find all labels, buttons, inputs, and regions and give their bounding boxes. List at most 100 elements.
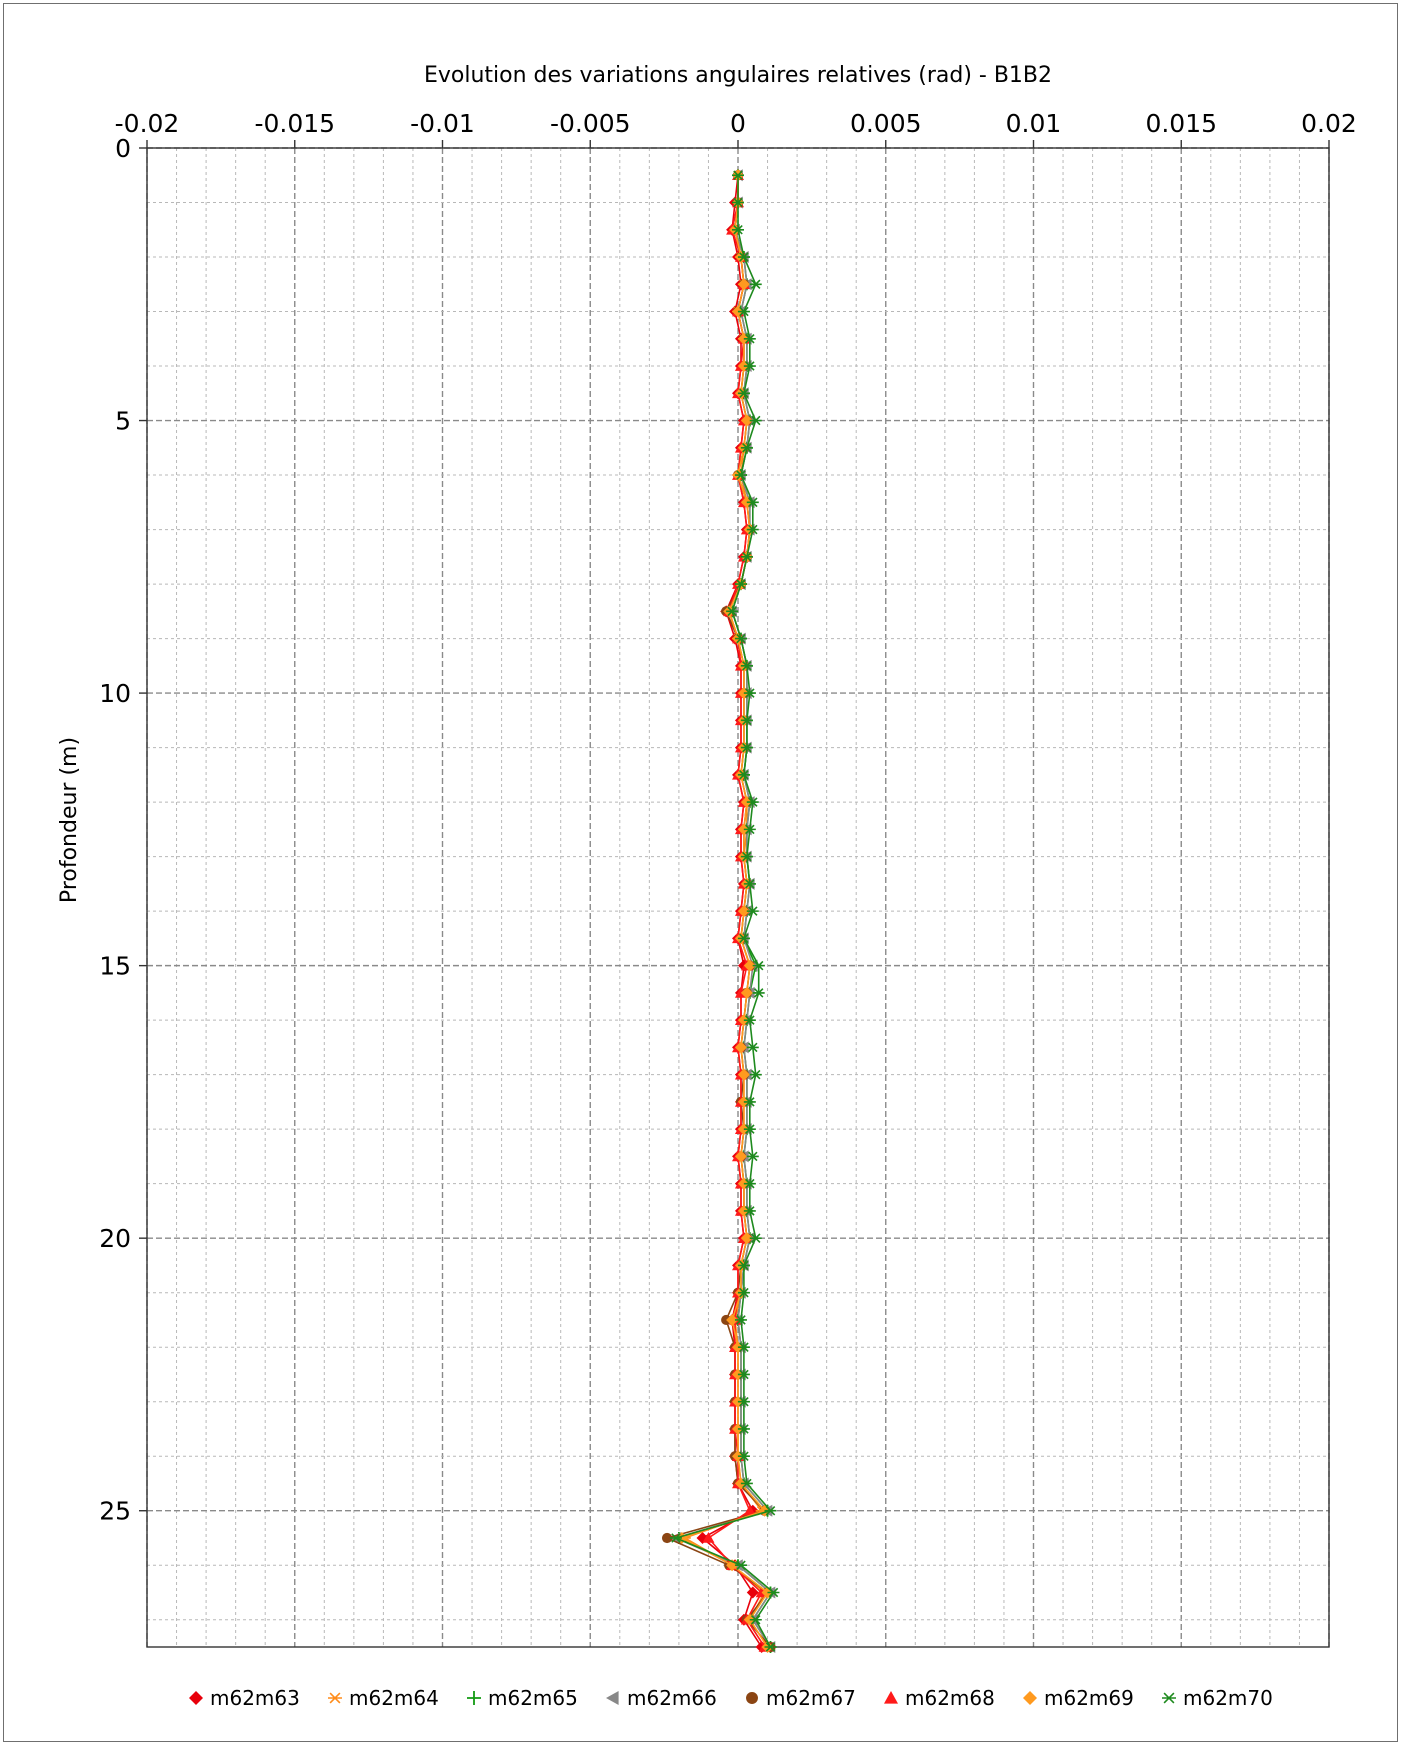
data-point-m62m69 — [740, 414, 753, 427]
data-point-m62m70 — [737, 1424, 750, 1434]
data-point-m62m70 — [740, 1478, 753, 1489]
y-tick-label: 5 — [115, 407, 131, 436]
data-point-m62m70 — [737, 1342, 750, 1352]
data-point-m62m70 — [767, 1587, 780, 1598]
x-tick-label: -0.015 — [254, 109, 335, 138]
legend-marker-m62m66 — [606, 1691, 619, 1705]
data-point-m62m70 — [743, 1097, 756, 1107]
data-point-m62m70 — [732, 197, 744, 208]
legend-marker-m62m63 — [189, 1691, 203, 1705]
legend-label-m62m67: m62m67 — [766, 1686, 856, 1710]
x-tick-label: 0.005 — [850, 109, 922, 138]
data-point-m62m69 — [737, 278, 750, 291]
data-point-m62m70 — [734, 579, 747, 589]
legend-marker-m62m67 — [746, 1692, 758, 1704]
series-group — [661, 169, 780, 1653]
data-point-m62m70 — [732, 170, 744, 181]
data-point-m62m70 — [737, 933, 750, 944]
legend-marker-m62m68 — [884, 1691, 898, 1704]
data-point-m62m70 — [746, 906, 759, 916]
legend-marker-m62m65 — [467, 1691, 481, 1705]
data-point-m62m68 — [743, 1504, 756, 1516]
legend-entry-m62m69: m62m69 — [1023, 1686, 1134, 1710]
legend-marker-m62m69 — [1023, 1691, 1037, 1705]
legend-label-m62m68: m62m68 — [905, 1686, 995, 1710]
x-tick-label: -0.02 — [115, 109, 180, 138]
data-point-m62m69 — [726, 1313, 739, 1326]
legend-entry-m62m70: m62m70 — [1162, 1686, 1273, 1710]
data-point-m62m70 — [743, 1178, 756, 1189]
x-tick-label: 0.02 — [1301, 109, 1357, 138]
data-point-m62m70 — [740, 715, 753, 726]
data-point-m62m70 — [737, 770, 750, 780]
data-point-m62m70 — [737, 388, 750, 399]
data-point-m62m70 — [734, 1315, 747, 1325]
legend-label-m62m69: m62m69 — [1044, 1686, 1134, 1710]
data-point-m62m70 — [743, 1015, 756, 1025]
data-point-m62m69 — [737, 1068, 750, 1081]
data-point-m62m69 — [740, 986, 753, 999]
data-point-m62m70 — [743, 824, 756, 835]
plot-area — [146, 147, 1330, 1648]
y-tick-label: 20 — [99, 1224, 131, 1253]
legend-entry-m62m64: m62m64 — [328, 1686, 439, 1710]
data-point-m62m69 — [737, 905, 750, 918]
data-point-m62m70 — [743, 688, 756, 698]
data-point-m62m69 — [743, 959, 756, 972]
chart-title: Evolution des variations angulaires rela… — [424, 63, 1052, 88]
legend-label-m62m63: m62m63 — [210, 1686, 300, 1710]
data-point-m62m63 — [746, 1586, 759, 1599]
data-point-m62m70 — [737, 1260, 750, 1271]
y-tick-label: 15 — [99, 952, 131, 981]
y-tick-label: 25 — [99, 1497, 131, 1526]
data-point-m62m70 — [669, 1533, 682, 1543]
data-point-m62m69 — [734, 1041, 747, 1054]
data-point-m62m70 — [737, 1369, 750, 1380]
data-point-m62m70 — [743, 334, 756, 344]
data-point-m62m70 — [746, 1151, 759, 1162]
data-point-m62m70 — [749, 279, 762, 290]
x-tick-label: 0.01 — [1006, 109, 1062, 138]
data-point-m62m68 — [702, 1531, 715, 1543]
data-point-m62m70 — [740, 851, 753, 862]
legend-entry-m62m66: m62m66 — [606, 1686, 717, 1710]
legend: m62m63 m62m64 m62m65 m62m66 m62m67 m62m68 m62m… — [189, 1686, 1273, 1710]
legend-entry-m62m67: m62m67 — [746, 1686, 856, 1710]
legend-marker-m62m64 — [328, 1692, 342, 1704]
y-axis-ticks: 0 5 10 15 20 25 — [99, 134, 147, 1526]
data-point-m62m70 — [726, 606, 739, 617]
legend-label-m62m65: m62m65 — [488, 1686, 578, 1710]
legend-marker-m62m70 — [1162, 1692, 1176, 1704]
x-tick-label: -0.005 — [550, 109, 631, 138]
data-point-m62m70 — [743, 879, 756, 889]
data-point-m62m70 — [764, 1642, 777, 1652]
data-point-m62m70 — [764, 1505, 777, 1516]
series-m62m70 — [669, 170, 780, 1652]
data-point-m62m70 — [749, 415, 762, 426]
data-point-m62m70 — [732, 224, 744, 235]
data-point-m62m70 — [737, 1396, 750, 1407]
legend-label-m62m70: m62m70 — [1183, 1686, 1273, 1710]
data-point-m62m70 — [749, 1233, 762, 1243]
data-point-m62m70 — [746, 497, 759, 508]
data-point-m62m70 — [737, 1451, 750, 1461]
data-point-m62m69 — [740, 1232, 753, 1245]
data-point-m62m67 — [661, 1532, 673, 1544]
data-point-m62m70 — [743, 1124, 756, 1134]
y-tick-label: 10 — [99, 679, 131, 708]
data-point-m62m70 — [734, 470, 747, 480]
x-tick-label: 0 — [730, 109, 746, 138]
data-point-m62m70 — [743, 1206, 756, 1216]
legend-entry-m62m63: m62m63 — [189, 1686, 300, 1710]
legend-label-m62m66: m62m66 — [627, 1686, 717, 1710]
grid — [146, 147, 1330, 1647]
x-axis-ticks: -0.02 -0.015 -0.01 -0.005 0 0.005 0.01 0.015 0.0… — [115, 109, 1357, 148]
data-point-m62m70 — [743, 361, 756, 371]
data-point-m62m70 — [737, 1287, 750, 1298]
x-tick-label: 0.015 — [1145, 109, 1217, 138]
data-point-m62m70 — [740, 443, 753, 453]
x-tick-label: -0.01 — [410, 109, 475, 138]
legend-entry-m62m65: m62m65 — [467, 1686, 578, 1710]
data-point-m62m70 — [749, 1069, 762, 1080]
